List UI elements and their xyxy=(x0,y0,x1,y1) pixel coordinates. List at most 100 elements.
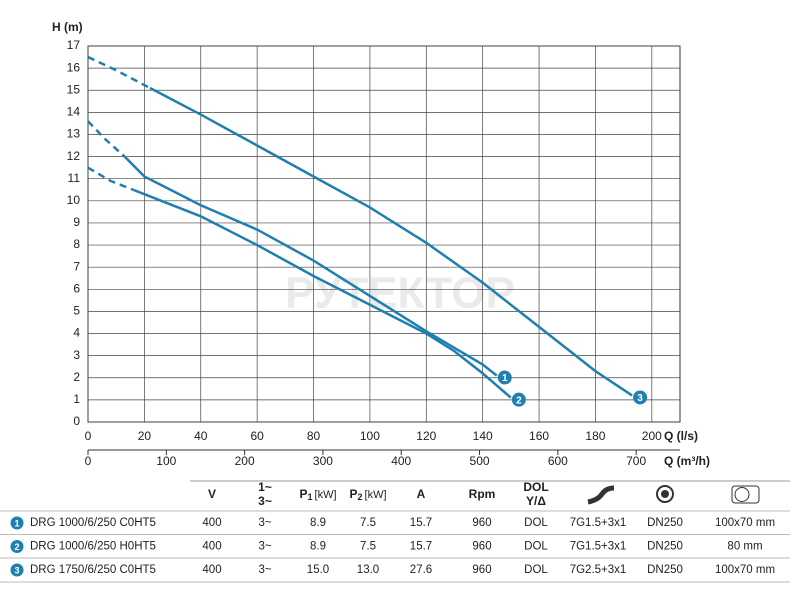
cable-icon xyxy=(587,485,615,505)
table-cell: 27.6 xyxy=(410,564,432,576)
curve-dashed xyxy=(87,120,126,158)
x2-tick-label: 100 xyxy=(156,454,176,468)
x-tick-label: 100 xyxy=(360,429,380,443)
row-badge xyxy=(10,516,24,530)
y-tick-label: 8 xyxy=(73,237,80,251)
table-cell: 7.5 xyxy=(360,541,376,553)
x2-tick-label: 200 xyxy=(235,454,255,468)
table-header: 1~ xyxy=(258,480,272,494)
curve-dashed xyxy=(87,55,151,90)
x-tick-label: 180 xyxy=(585,429,605,443)
curve-marker xyxy=(511,392,526,407)
y-tick-label: 5 xyxy=(73,304,80,318)
table-cell: 100x70 mm xyxy=(715,564,775,576)
table-cell: 3~ xyxy=(258,541,271,553)
table-cell: DN250 xyxy=(647,564,683,576)
y-tick-label: 15 xyxy=(67,82,81,96)
y-tick-label: 10 xyxy=(67,193,81,207)
x-axis-label: Q (l/s) xyxy=(664,429,698,443)
x2-tick-label: 0 xyxy=(85,454,92,468)
table-header: Y/Δ xyxy=(526,494,546,508)
x-tick-label: 0 xyxy=(85,429,92,443)
row-badge xyxy=(10,563,24,577)
table-cell: 400 xyxy=(202,517,221,529)
table-header: A xyxy=(417,487,426,501)
watermark: РУТЕКТОР xyxy=(285,269,515,318)
table-cell: 7G1.5+3x1 xyxy=(570,541,627,553)
header-unit: [kW] xyxy=(315,489,337,501)
x-tick-label: 140 xyxy=(473,429,493,443)
table-cell: 100x70 mm xyxy=(715,517,775,529)
y-axis-label: H (m) xyxy=(52,20,83,34)
y-tick-label: 3 xyxy=(73,348,80,362)
y-tick-label: 11 xyxy=(68,171,81,185)
outlet-icon xyxy=(656,485,674,503)
row-name: DRG 1000/6/250 C0HT5 xyxy=(30,517,156,529)
table-cell: 13.0 xyxy=(357,564,379,576)
row-id: 2 xyxy=(14,542,19,552)
table-cell: DN250 xyxy=(647,541,683,553)
table-cell: DOL xyxy=(524,564,548,576)
curve xyxy=(149,86,633,397)
x-tick-label: 200 xyxy=(642,429,662,443)
x-tick-label: 80 xyxy=(307,429,321,443)
x-tick-label: 40 xyxy=(194,429,208,443)
curve-marker-label: 3 xyxy=(637,393,643,404)
x-tick-label: 120 xyxy=(416,429,436,443)
header-main: P xyxy=(299,487,307,501)
header-sub: 2 xyxy=(358,492,363,502)
y-tick-label: 14 xyxy=(67,105,81,119)
table-cell: 8.9 xyxy=(310,541,326,553)
table-cell: 8.9 xyxy=(310,517,326,529)
x-tick-label: 160 xyxy=(529,429,549,443)
curve-marker xyxy=(633,390,648,405)
curve-marker-label: 2 xyxy=(516,395,522,406)
header-sub: 1 xyxy=(308,492,313,502)
table-cell: DN250 xyxy=(647,517,683,529)
table-cell: 960 xyxy=(472,541,491,553)
table-cell: 15.0 xyxy=(307,564,329,576)
x2-tick-label: 400 xyxy=(391,454,411,468)
table-cell: 15.7 xyxy=(410,541,432,553)
curve-marker xyxy=(497,370,512,385)
y-tick-label: 4 xyxy=(73,326,80,340)
row-id: 3 xyxy=(14,565,19,575)
row-badge xyxy=(10,540,24,553)
table-cell: 400 xyxy=(202,564,221,576)
y-tick-label: 7 xyxy=(73,259,80,273)
row-name: DRG 1750/6/250 C0HT5 xyxy=(30,564,156,576)
table-cell: 3~ xyxy=(258,564,271,576)
header-unit: [kW] xyxy=(365,489,387,501)
curve-marker-label: 1 xyxy=(502,373,508,384)
table-cell: 960 xyxy=(472,564,491,576)
header-main: P xyxy=(349,487,357,501)
y-tick-label: 13 xyxy=(67,127,81,141)
table-header: P2 [kW] xyxy=(349,487,386,502)
passage-icon xyxy=(731,485,760,504)
curve-dashed xyxy=(87,166,134,191)
table-cell: 7G1.5+3x1 xyxy=(570,517,627,529)
table-cell: DOL xyxy=(524,541,548,553)
table-header: DOL xyxy=(523,480,548,494)
y-tick-label: 1 xyxy=(73,392,80,406)
table-cell: 3~ xyxy=(258,517,271,529)
table-cell: 7G2.5+3x1 xyxy=(570,564,627,576)
x2-tick-label: 500 xyxy=(470,454,490,468)
y-tick-label: 16 xyxy=(67,60,81,74)
table-cell: 7.5 xyxy=(360,517,376,529)
y-tick-label: 6 xyxy=(73,281,80,295)
curve xyxy=(132,188,512,399)
y-tick-label: 9 xyxy=(73,215,80,229)
y-tick-label: 2 xyxy=(73,370,80,384)
y-tick-label: 12 xyxy=(67,149,81,163)
table-cell: 400 xyxy=(202,541,221,553)
x2-tick-label: 600 xyxy=(548,454,568,468)
table-cell: 80 mm xyxy=(727,541,762,553)
table-cell: 15.7 xyxy=(410,517,432,529)
table-header: P1 [kW] xyxy=(299,487,336,502)
row-name: DRG 1000/6/250 H0HT5 xyxy=(30,541,156,553)
table-header: V xyxy=(208,487,216,501)
row-id: 1 xyxy=(14,518,19,528)
curve xyxy=(123,155,498,377)
